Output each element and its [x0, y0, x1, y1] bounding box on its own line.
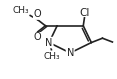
- Text: CH₃: CH₃: [43, 52, 60, 61]
- Text: O: O: [33, 9, 41, 19]
- Text: N: N: [66, 48, 74, 58]
- Text: Cl: Cl: [79, 8, 90, 18]
- Text: N: N: [45, 38, 53, 48]
- Text: CH₃: CH₃: [13, 6, 29, 15]
- Text: O: O: [33, 32, 41, 43]
